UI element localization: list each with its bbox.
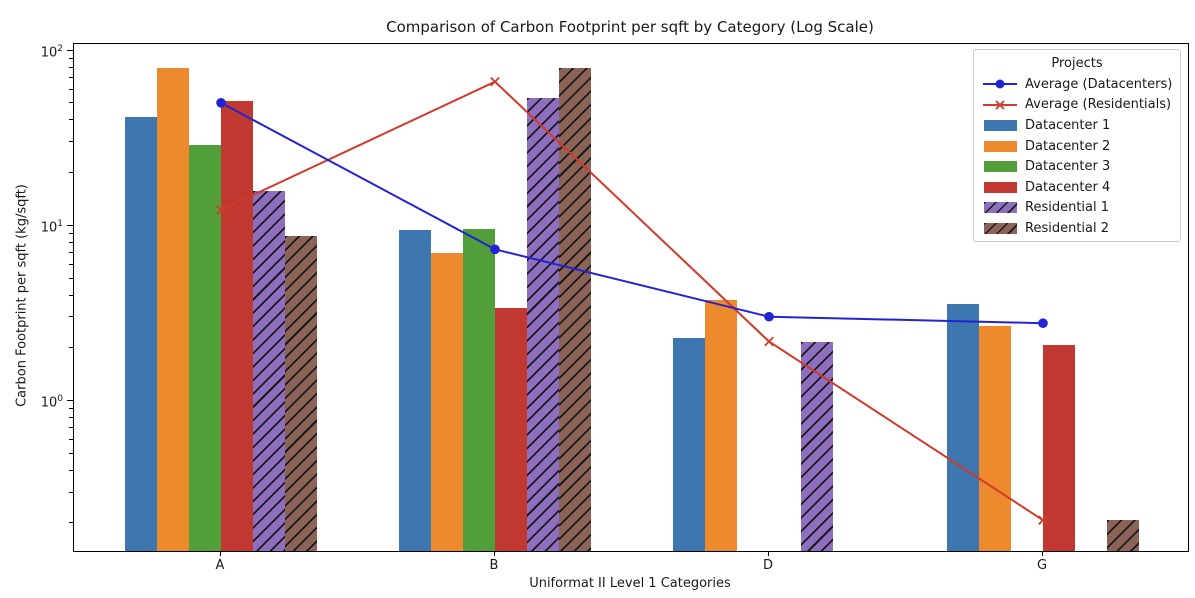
y-minor-tick xyxy=(69,452,73,454)
legend-items: Average (Datacenters) Average (Residentia… xyxy=(983,74,1180,239)
average-datacenters-line xyxy=(216,98,1048,329)
y-minor-tick xyxy=(69,172,73,174)
legend-item-datacenter-1: Datacenter 1 xyxy=(983,115,1180,136)
y-minor-tick xyxy=(69,241,73,243)
legend-item-datacenter-3: Datacenter 3 xyxy=(983,156,1180,177)
plot-area xyxy=(73,43,1189,552)
bar-datacenter-1-g xyxy=(947,304,979,551)
bar-datacenter-4-b xyxy=(495,308,527,551)
bar-residential-1-b xyxy=(527,98,559,551)
average-lines-layer xyxy=(216,76,1048,526)
y-minor-tick xyxy=(69,263,73,265)
bar-datacenter-3-b xyxy=(463,228,495,551)
legend-item-average-residentials: Average (Residentials) xyxy=(983,95,1180,116)
legend-item-label: Datacenter 2 xyxy=(1025,138,1111,154)
legend-item-label: Datacenter 4 xyxy=(1025,179,1111,195)
y-minor-tick xyxy=(69,347,73,349)
legend-item-label: Residential 2 xyxy=(1025,220,1110,236)
y-minor-tick xyxy=(69,232,73,234)
bar-datacenter-2-d xyxy=(705,299,737,551)
y-minor-tick xyxy=(69,491,73,493)
y-minor-tick xyxy=(69,277,73,279)
bar-datacenter-4-a xyxy=(221,100,253,551)
x-tick-label-a: A xyxy=(215,558,225,573)
legend-item-average-datacenters: Average (Datacenters) xyxy=(983,74,1180,95)
x-marker-icon xyxy=(764,336,774,347)
x-tick-label-g: G xyxy=(1036,558,1048,573)
legend-item-label: Average (Residentials) xyxy=(1025,97,1172,113)
circle-marker-icon xyxy=(764,311,774,322)
average-residentials-line xyxy=(216,76,1048,526)
bar-datacenter-2-a xyxy=(157,68,189,551)
bar-datacenter-4-g xyxy=(1043,345,1075,551)
color-swatch-icon xyxy=(983,161,1017,173)
y-tick-label: 102 xyxy=(40,44,63,61)
legend-item-label: Residential 1 xyxy=(1025,200,1110,216)
bar-datacenter-2-g xyxy=(979,325,1011,551)
legend-item-datacenter-4: Datacenter 4 xyxy=(983,177,1180,198)
y-minor-tick xyxy=(69,57,73,59)
y-minor-tick xyxy=(69,416,73,418)
circle-marker-icon xyxy=(1038,318,1048,329)
line-x-handle-icon xyxy=(983,98,1017,112)
circle-marker-icon xyxy=(216,98,226,108)
y-minor-tick xyxy=(69,294,73,296)
x-tick xyxy=(1041,551,1043,556)
bar-datacenter-1-a xyxy=(125,117,157,551)
bar-residential-2-g xyxy=(1107,520,1139,551)
bar-datacenter-1-d xyxy=(673,338,705,551)
x-tick-label-d: D xyxy=(762,558,773,573)
y-minor-tick xyxy=(69,407,73,409)
bar-residential-2-a xyxy=(285,236,317,551)
legend-item-datacenter-2: Datacenter 2 xyxy=(983,136,1180,157)
y-minor-tick xyxy=(69,76,73,78)
y-major-tick xyxy=(67,399,73,402)
y-major-tick xyxy=(67,224,73,227)
x-marker-icon xyxy=(216,205,226,215)
y-major-tick xyxy=(67,49,73,51)
bar-datacenter-2-b xyxy=(431,253,463,551)
y-minor-tick xyxy=(69,469,73,471)
legend-item-label: Datacenter 1 xyxy=(1025,117,1111,133)
circle-marker-icon xyxy=(490,244,500,255)
chart-title: Comparison of Carbon Footprint per sqft … xyxy=(386,18,874,36)
y-minor-tick xyxy=(69,438,73,440)
y-minor-tick xyxy=(69,522,73,524)
legend-title: Projects xyxy=(1051,56,1103,71)
x-marker-icon xyxy=(490,76,500,87)
color-swatch-icon xyxy=(983,181,1017,193)
color-swatch-icon xyxy=(983,140,1017,152)
bar-residential-1-a xyxy=(253,190,285,551)
y-minor-tick xyxy=(69,251,73,253)
x-marker-icon xyxy=(1038,515,1048,526)
line-circle-handle-icon xyxy=(983,77,1017,91)
y-minor-tick xyxy=(69,427,73,429)
legend-item-label: Datacenter 3 xyxy=(1025,159,1111,175)
x-tick xyxy=(767,551,769,556)
y-minor-tick xyxy=(69,88,73,90)
legend-item-residential-2: Residential 2 xyxy=(983,218,1180,239)
bar-residential-1-d xyxy=(801,341,833,551)
color-swatch-icon xyxy=(983,202,1017,214)
x-tick xyxy=(493,551,495,556)
legend-item-label: Average (Datacenters) xyxy=(1025,76,1173,92)
y-minor-tick xyxy=(69,316,73,318)
bar-datacenter-1-b xyxy=(399,230,431,551)
x-axis-label: Uniformat II Level 1 Categories xyxy=(529,576,731,591)
legend-item-residential-1: Residential 1 xyxy=(983,198,1180,219)
y-tick-label: 100 xyxy=(40,394,63,411)
color-swatch-icon xyxy=(983,222,1017,234)
x-tick-label-b: B xyxy=(489,558,499,573)
color-swatch-icon xyxy=(983,119,1017,131)
y-minor-tick xyxy=(69,119,73,121)
y-minor-tick xyxy=(69,141,73,143)
x-tick xyxy=(219,551,221,556)
bar-datacenter-3-a xyxy=(189,145,221,551)
y-minor-tick xyxy=(69,102,73,104)
legend: Projects Average (Datacenters) Average (R… xyxy=(973,49,1181,242)
y-minor-tick xyxy=(69,66,73,68)
y-tick-label: 101 xyxy=(40,219,63,236)
